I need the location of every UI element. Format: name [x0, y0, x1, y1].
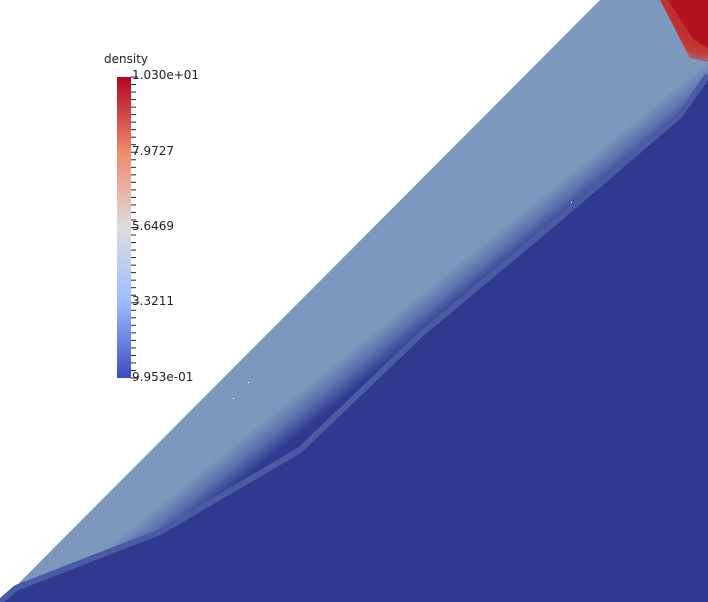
- render-artifact: [248, 382, 249, 383]
- colorbar-ticks: [131, 76, 138, 379]
- reflected-core: [668, 0, 708, 48]
- colorbar-label-2: 7.9727: [132, 144, 174, 158]
- shock-front: [0, 73, 708, 602]
- colorbar-label-min: 9.953e-01: [132, 370, 194, 384]
- colorbar-label-4: 3.3211: [132, 294, 174, 308]
- render-artifact: [233, 398, 234, 399]
- colorbar: [117, 77, 131, 378]
- colorbar-label-3: 5.6469: [132, 219, 174, 233]
- colorbar-label-max: 1.030e+01: [132, 68, 200, 82]
- colorbar-title: density: [104, 52, 148, 66]
- preshock-region: [0, 75, 708, 602]
- render-artifact: [571, 202, 572, 203]
